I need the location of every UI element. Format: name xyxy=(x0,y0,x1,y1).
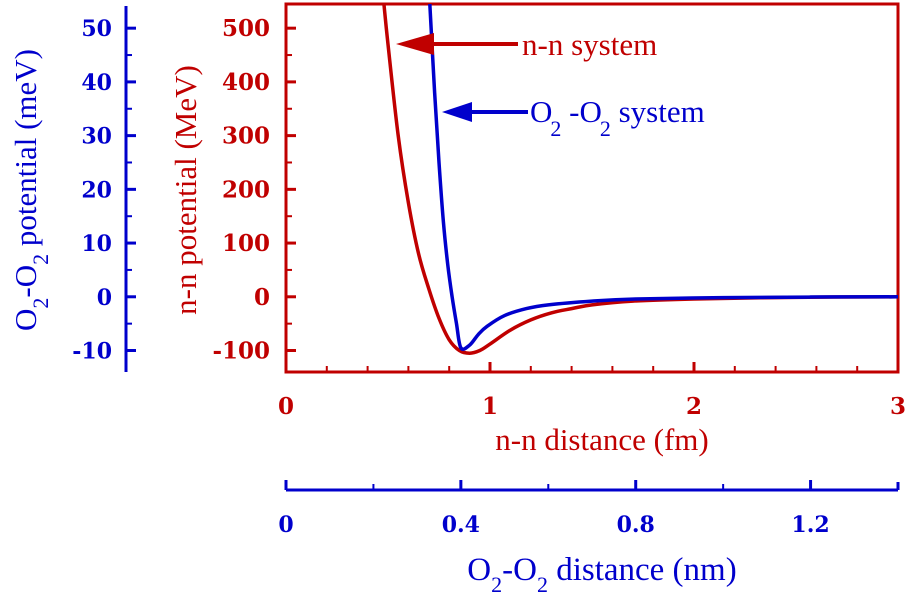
blue-y-axis: 50 40 30 20 10 0 -10 xyxy=(72,6,136,372)
nn-potential-line xyxy=(382,4,898,355)
nn-annotation: n-n system xyxy=(396,27,657,62)
y-axis-label-nn: n-n potential (MeV) xyxy=(168,65,203,315)
blue-y-tick-label: 50 xyxy=(81,16,112,42)
x-axis-label-nn: n-n distance (fm) xyxy=(495,422,708,457)
curves xyxy=(382,4,898,355)
red-y-tick-label: -100 xyxy=(212,338,270,365)
nn-annotation-label: n-n system xyxy=(522,27,657,62)
x-axis-label-o2: O2-O2 distance (nm) xyxy=(467,552,736,597)
blue-x-tick-label: 0 xyxy=(278,512,293,538)
o2-annotation-label: O2 -O2 system xyxy=(530,94,705,141)
red-x-tick-label: 2 xyxy=(686,393,702,420)
blue-y-tick-label: 30 xyxy=(81,124,112,150)
red-y-axis-ticks: 500 400 300 200 100 0 -100 xyxy=(212,15,296,365)
red-y-tick-label: 100 xyxy=(222,230,270,257)
blue-x-axis: 0 0.4 0.8 1.2 xyxy=(278,480,900,538)
blue-x-tick-label: 0.8 xyxy=(617,512,655,538)
o2-potential-line xyxy=(428,4,898,351)
red-x-tick-label: 3 xyxy=(890,393,906,420)
red-x-tick-label: 1 xyxy=(482,393,498,420)
o2-annotation: O2 -O2 system xyxy=(442,94,705,141)
red-y-tick-label: 0 xyxy=(254,284,270,311)
blue-x-tick-label: 0.4 xyxy=(442,512,480,538)
nn-arrow-head xyxy=(396,33,434,55)
blue-y-tick-label: 20 xyxy=(81,177,112,203)
red-y-tick-label: 400 xyxy=(222,69,270,96)
red-x-tick-label: 0 xyxy=(278,393,294,420)
red-y-tick-label: 200 xyxy=(222,176,270,203)
y-axis-label-o2: O2-O2 potential (meV) xyxy=(8,49,53,331)
blue-y-tick-label: 40 xyxy=(81,70,112,96)
blue-y-tick-label: 0 xyxy=(97,285,112,311)
red-y-tick-label: 500 xyxy=(222,15,270,42)
blue-y-tick-label: 10 xyxy=(81,231,112,257)
red-x-axis-ticks: 0 1 2 3 xyxy=(278,362,906,420)
blue-y-tick-label: -10 xyxy=(72,339,112,365)
o2-arrow-head xyxy=(442,102,472,122)
red-y-tick-label: 300 xyxy=(222,123,270,150)
blue-x-tick-label: 1.2 xyxy=(791,512,829,538)
